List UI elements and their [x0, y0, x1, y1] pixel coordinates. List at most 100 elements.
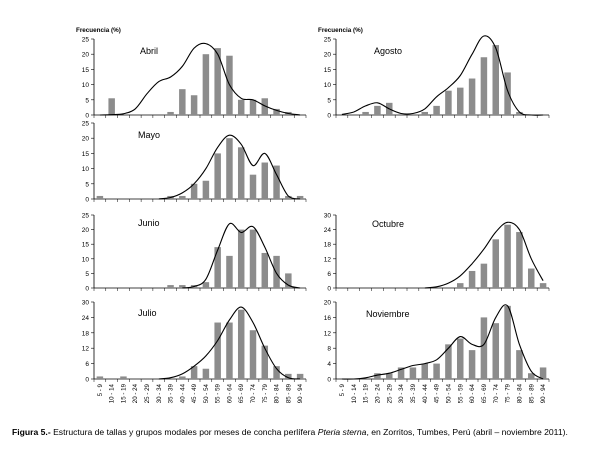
x-tick-label: 55 - 59: [215, 383, 222, 403]
y-tick-label: 20: [324, 300, 332, 307]
bar-70-74: [249, 330, 257, 379]
panel-title: Abril: [140, 46, 158, 56]
bar-50-54: [202, 54, 210, 115]
bar-75-79: [261, 252, 269, 288]
y-tick-label: 8: [327, 346, 331, 353]
y-tick-label: 5: [327, 97, 331, 104]
x-tick-label: 45 - 49: [434, 383, 441, 403]
bar-65-69: [480, 317, 488, 379]
y-tick-label: 15: [324, 67, 332, 74]
x-tick-label: 15 - 19: [120, 383, 127, 403]
bar-55-59: [214, 48, 221, 116]
y-tick-label: 0: [327, 377, 331, 384]
chart-panel-julio: 0 6 12 18 24 30 Julio: [82, 300, 307, 384]
bar-50-54: [202, 282, 210, 288]
bar-45-49: [433, 105, 440, 115]
bar-50-54: [202, 368, 210, 379]
bar-65-69: [480, 263, 488, 288]
modal-curve: [341, 304, 544, 380]
bar-80-84: [516, 350, 523, 379]
x-tick-label: 70 - 74: [250, 383, 257, 403]
bar-75-79: [504, 224, 511, 288]
bar-85-89: [285, 195, 292, 199]
x-tick-label: 30 - 34: [398, 383, 405, 403]
y-tick-label: 0: [327, 113, 331, 120]
bar-55-59: [456, 87, 464, 115]
x-tick-label: 55 - 59: [457, 383, 464, 403]
x-tick-label: 80 - 84: [274, 383, 281, 403]
bar-55-59: [214, 247, 221, 288]
y-tick-label: 0: [85, 286, 89, 293]
chart-panel-octubre: 0 6 12 18 24 30 Octubre: [324, 213, 550, 293]
x-tick-label: 60 - 64: [226, 383, 233, 403]
x-tick-label: 60 - 64: [469, 383, 476, 403]
bar-50-54: [445, 90, 452, 115]
x-tick-label: 30 - 34: [156, 383, 163, 403]
bar-85-89: [285, 373, 292, 379]
y-tick-label: 6: [85, 361, 89, 368]
x-tick-label: 90 - 94: [540, 383, 547, 403]
x-tick-label: 20 - 24: [132, 383, 139, 403]
y-tick-label: 0: [327, 286, 331, 293]
y-tick-label: 4: [327, 361, 331, 368]
bar-60-64: [226, 322, 233, 379]
figure-caption: Figura 5.- Estructura de tallas y grupos…: [12, 427, 612, 437]
x-tick-label: 75 - 79: [262, 383, 269, 403]
bar-40-44: [421, 363, 429, 379]
x-tick-label: 5 - 9: [97, 383, 104, 396]
panel-title: Mayo: [138, 130, 160, 140]
bar-75-79: [504, 305, 511, 379]
x-tick-label: 25 - 29: [386, 383, 393, 403]
bar-35-39: [167, 111, 174, 115]
y-tick-label: 15: [82, 242, 90, 249]
panel-title: Noviembre: [366, 309, 410, 319]
bar-55-59: [214, 322, 221, 379]
y-tick-label: 25: [324, 37, 332, 44]
y-tick-label: 15: [82, 151, 90, 158]
y-tick-label: 10: [82, 256, 90, 263]
y-tick-label: 18: [324, 242, 332, 249]
x-tick-label: 10 - 14: [351, 383, 358, 403]
bar-45-49: [190, 366, 198, 379]
y-tick-label: 30: [82, 300, 90, 307]
bar-65-69: [237, 147, 245, 199]
bar-90-94: [539, 367, 547, 379]
y-axis-caption: Frecuencia (%): [76, 27, 121, 34]
caption-species: Pteria sterna: [317, 427, 367, 437]
y-tick-label: 25: [82, 121, 90, 128]
y-axis-caption: Frecuencia (%): [318, 27, 363, 34]
bar-85-89: [527, 373, 535, 379]
panel-title: Julio: [138, 308, 157, 318]
bar-80-84: [516, 111, 523, 115]
x-tick-label: 35 - 39: [410, 383, 417, 403]
bar-50-54: [202, 180, 210, 199]
y-tick-label: 6: [327, 271, 331, 278]
bar-10-14: [108, 98, 115, 115]
x-tick-label: 80 - 84: [516, 383, 523, 403]
x-tick-label: 15 - 19: [363, 383, 370, 403]
bar-40-44: [179, 195, 186, 199]
modal-curve: [158, 306, 301, 380]
bar-75-79: [504, 72, 511, 115]
panel-title: Agosto: [374, 46, 402, 56]
bar-80-84: [273, 165, 280, 199]
bar-80-84: [273, 108, 280, 115]
y-tick-label: 10: [324, 82, 332, 89]
bar-80-84: [273, 366, 280, 379]
bar-40-44: [179, 285, 186, 288]
bar-55-59: [456, 283, 464, 288]
y-tick-label: 24: [324, 227, 332, 234]
bar-20-24: [374, 105, 381, 115]
y-tick-label: 20: [324, 52, 332, 59]
caption-text: Estructura de tallas y grupos modales po…: [50, 427, 318, 437]
bar-20-24: [374, 373, 381, 379]
bar-15-19: [120, 376, 127, 379]
bar-45-49: [190, 95, 198, 115]
panel-title: Octubre: [372, 219, 404, 229]
y-tick-label: 12: [82, 346, 90, 353]
y-tick-label: 0: [85, 197, 89, 204]
y-tick-label: 16: [324, 315, 332, 322]
bar-70-74: [492, 45, 500, 115]
y-tick-label: 12: [324, 330, 332, 337]
modal-curve: [424, 221, 544, 289]
